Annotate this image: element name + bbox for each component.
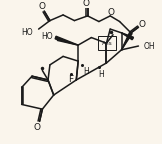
Text: O: O bbox=[33, 123, 40, 131]
Text: O: O bbox=[82, 0, 89, 8]
Polygon shape bbox=[122, 33, 133, 40]
Polygon shape bbox=[122, 32, 132, 50]
Text: OH: OH bbox=[143, 41, 155, 51]
Text: O: O bbox=[108, 8, 115, 17]
Text: Ans: Ans bbox=[102, 41, 113, 46]
Text: H: H bbox=[83, 67, 89, 76]
Text: HO: HO bbox=[41, 32, 53, 41]
Text: H: H bbox=[98, 70, 104, 79]
Text: F: F bbox=[68, 75, 73, 84]
Polygon shape bbox=[55, 36, 78, 45]
FancyBboxPatch shape bbox=[98, 36, 116, 50]
Text: O: O bbox=[39, 2, 46, 11]
Text: O: O bbox=[139, 20, 146, 29]
Text: HO: HO bbox=[21, 28, 33, 37]
